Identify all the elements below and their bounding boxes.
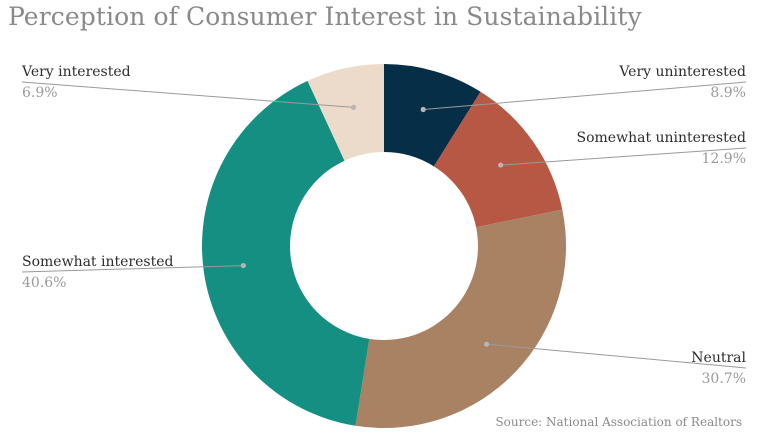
leader-line-very-interested — [21, 81, 354, 108]
percent-very-interested: 6.9% — [22, 85, 58, 101]
leader-dot-somewhat-uninterested — [498, 162, 504, 168]
leader-lines — [21, 81, 747, 369]
label-very-uninterested: Very uninterested — [618, 64, 746, 80]
label-somewhat-interested: Somewhat interested — [22, 254, 173, 270]
leader-line-neutral — [486, 343, 747, 369]
label-somewhat-uninterested: Somewhat uninterested — [577, 130, 747, 146]
source-note: Source: National Association of Realtors — [495, 415, 742, 429]
slice-somewhat-uninterested — [433, 91, 563, 228]
leader-dot-very-interested — [350, 104, 357, 110]
leader-line-very-uninterested — [423, 81, 747, 111]
slice-somewhat-interested — [202, 80, 370, 426]
label-very-interested: Very interested — [21, 64, 131, 80]
chart-title: Perception of Consumer Interest in Susta… — [8, 2, 642, 31]
leader-dot-very-uninterested — [420, 106, 426, 113]
percent-neutral: 30.7% — [702, 371, 746, 387]
label-neutral: Neutral — [691, 350, 746, 366]
leader-dot-somewhat-interested — [240, 262, 246, 269]
percent-somewhat-interested: 40.6% — [22, 275, 66, 291]
leader-line-somewhat-uninterested — [500, 147, 747, 166]
leader-dot-neutral — [483, 341, 490, 347]
percent-very-uninterested: 8.9% — [710, 85, 746, 101]
slice-very-interested — [307, 64, 384, 161]
slice-very-uninterested — [384, 64, 481, 167]
donut-slices — [202, 64, 566, 428]
slice-labels: Very uninterested 8.9% Somewhat uninterest… — [21, 64, 747, 387]
slice-neutral — [355, 209, 566, 428]
percent-somewhat-uninterested: 12.9% — [702, 151, 746, 167]
leader-line-somewhat-interested — [21, 265, 244, 273]
